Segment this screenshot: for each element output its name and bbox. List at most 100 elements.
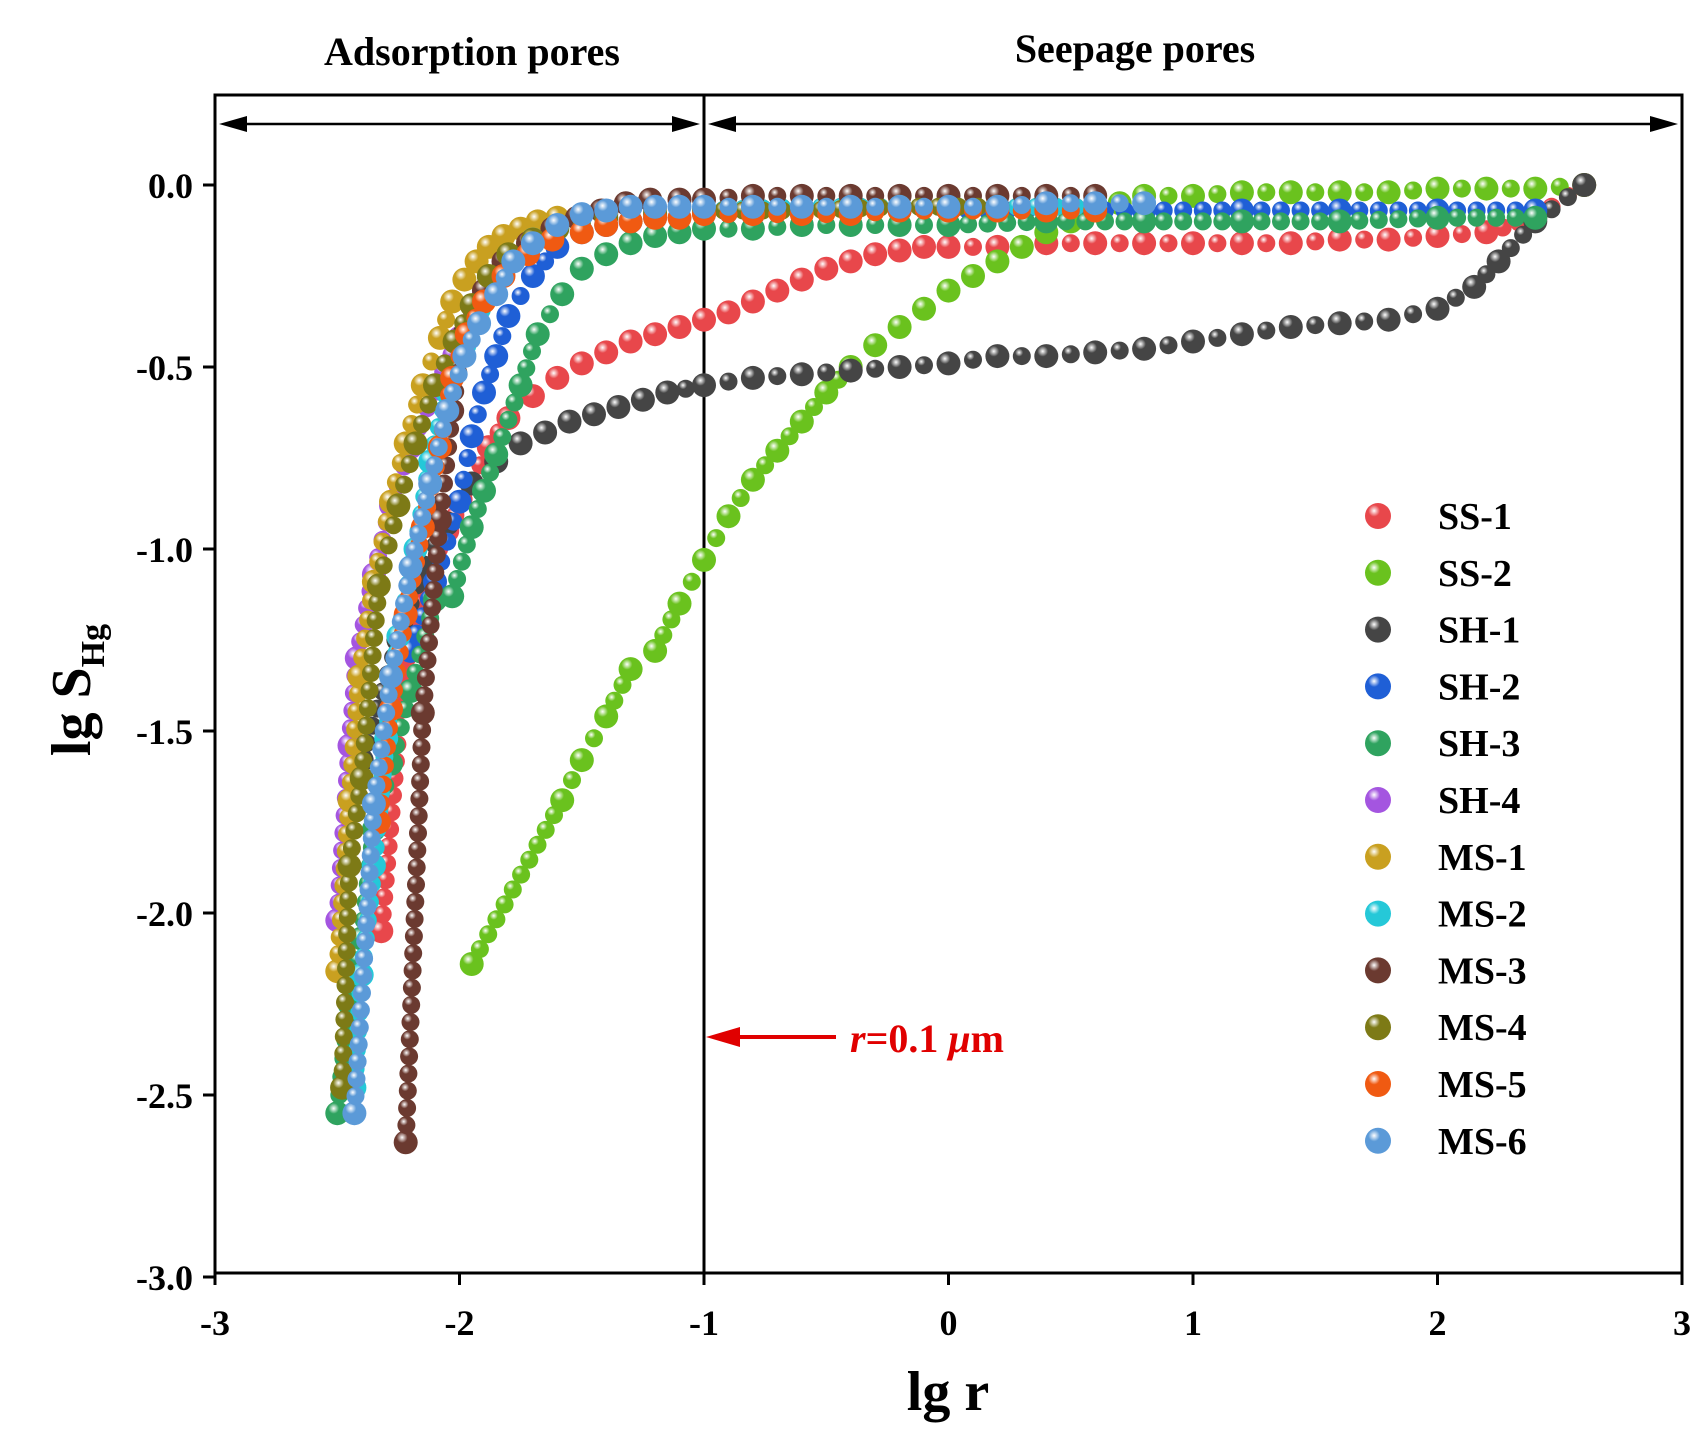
data-point xyxy=(1009,234,1034,259)
data-point xyxy=(437,310,456,329)
data-point xyxy=(789,362,814,387)
data-point xyxy=(1229,180,1254,205)
data-point xyxy=(429,438,448,457)
data-point xyxy=(985,249,1010,274)
legend-label: SS-2 xyxy=(1438,553,1512,595)
data-point xyxy=(1474,176,1499,201)
data-point xyxy=(1083,340,1108,365)
data-point xyxy=(740,289,765,314)
data-point xyxy=(838,249,863,274)
data-point xyxy=(536,820,555,839)
data-point xyxy=(402,978,421,997)
data-point xyxy=(452,267,477,292)
data-point xyxy=(395,475,414,494)
data-point xyxy=(410,789,429,808)
data-point xyxy=(349,1035,368,1054)
legend-item-MS-2: MS-2 xyxy=(1365,894,1527,936)
legend-item-SH-3: SH-3 xyxy=(1365,723,1520,765)
legend-label: SH-4 xyxy=(1438,780,1520,822)
data-point xyxy=(594,242,619,267)
data-point xyxy=(398,1099,417,1117)
data-point xyxy=(1506,208,1525,227)
data-point xyxy=(1523,205,1548,230)
data-point xyxy=(384,516,403,535)
data-point xyxy=(1355,312,1374,331)
data-point xyxy=(936,351,961,376)
data-point xyxy=(838,194,863,219)
data-point xyxy=(433,492,451,511)
legend-marker xyxy=(1365,957,1391,984)
data-point xyxy=(1252,212,1271,231)
data-point xyxy=(357,716,376,735)
data-point xyxy=(362,664,380,683)
legend-item-MS-6: MS-6 xyxy=(1365,1121,1527,1163)
data-point xyxy=(1181,329,1205,354)
data-point xyxy=(444,383,462,402)
data-point xyxy=(716,300,741,325)
data-point xyxy=(618,329,643,354)
data-point xyxy=(379,664,403,689)
data-point xyxy=(459,952,484,976)
data-point xyxy=(1208,185,1227,204)
data-point xyxy=(379,536,398,555)
data-point xyxy=(368,593,387,612)
data-point xyxy=(413,415,431,433)
data-point xyxy=(618,231,643,256)
data-point xyxy=(400,455,419,474)
data-point xyxy=(692,373,716,398)
data-point xyxy=(643,194,668,219)
data-point xyxy=(719,197,738,216)
data-point xyxy=(407,875,425,894)
data-point xyxy=(1425,224,1450,248)
data-point xyxy=(411,772,430,791)
data-point xyxy=(912,296,936,321)
data-point xyxy=(440,584,465,609)
data-point xyxy=(447,489,472,514)
data-point xyxy=(459,424,484,449)
seepage-arrow xyxy=(708,116,1678,132)
data-point xyxy=(468,500,487,518)
data-point xyxy=(569,220,594,245)
legend-marker xyxy=(1365,1127,1391,1154)
data-point xyxy=(359,880,378,899)
data-point xyxy=(780,427,799,446)
data-point xyxy=(528,835,547,854)
data-point xyxy=(1327,227,1352,252)
legend-label: SH-2 xyxy=(1438,666,1520,708)
data-point xyxy=(692,194,716,219)
data-point xyxy=(1446,288,1465,307)
data-point xyxy=(1115,212,1134,231)
data-point xyxy=(1327,180,1352,205)
data-point xyxy=(1306,183,1325,202)
data-point xyxy=(541,305,559,324)
data-point xyxy=(379,837,398,856)
data-point xyxy=(404,944,423,963)
data-point xyxy=(1369,210,1388,229)
data-point xyxy=(654,626,673,645)
data-point xyxy=(1425,296,1450,321)
data-point xyxy=(353,983,371,1002)
data-point xyxy=(789,409,814,434)
legend-marker xyxy=(1365,900,1391,927)
data-point xyxy=(425,456,444,475)
data-point xyxy=(404,927,423,946)
data-point xyxy=(402,995,421,1014)
data-point xyxy=(563,771,581,790)
data-point xyxy=(449,365,468,384)
data-point xyxy=(416,668,435,687)
data-point xyxy=(339,873,358,892)
data-point xyxy=(484,344,509,369)
legend-marker xyxy=(1365,503,1391,529)
data-point xyxy=(964,197,982,216)
data-point xyxy=(866,197,885,216)
data-point xyxy=(1425,205,1450,230)
data-point xyxy=(1311,212,1330,231)
data-point xyxy=(448,570,467,588)
data-point xyxy=(388,631,407,649)
data-point xyxy=(789,267,814,292)
data-point xyxy=(377,703,396,722)
data-point xyxy=(406,892,425,911)
data-point xyxy=(398,555,423,580)
data-point xyxy=(1132,336,1157,361)
data-point xyxy=(1408,209,1427,228)
